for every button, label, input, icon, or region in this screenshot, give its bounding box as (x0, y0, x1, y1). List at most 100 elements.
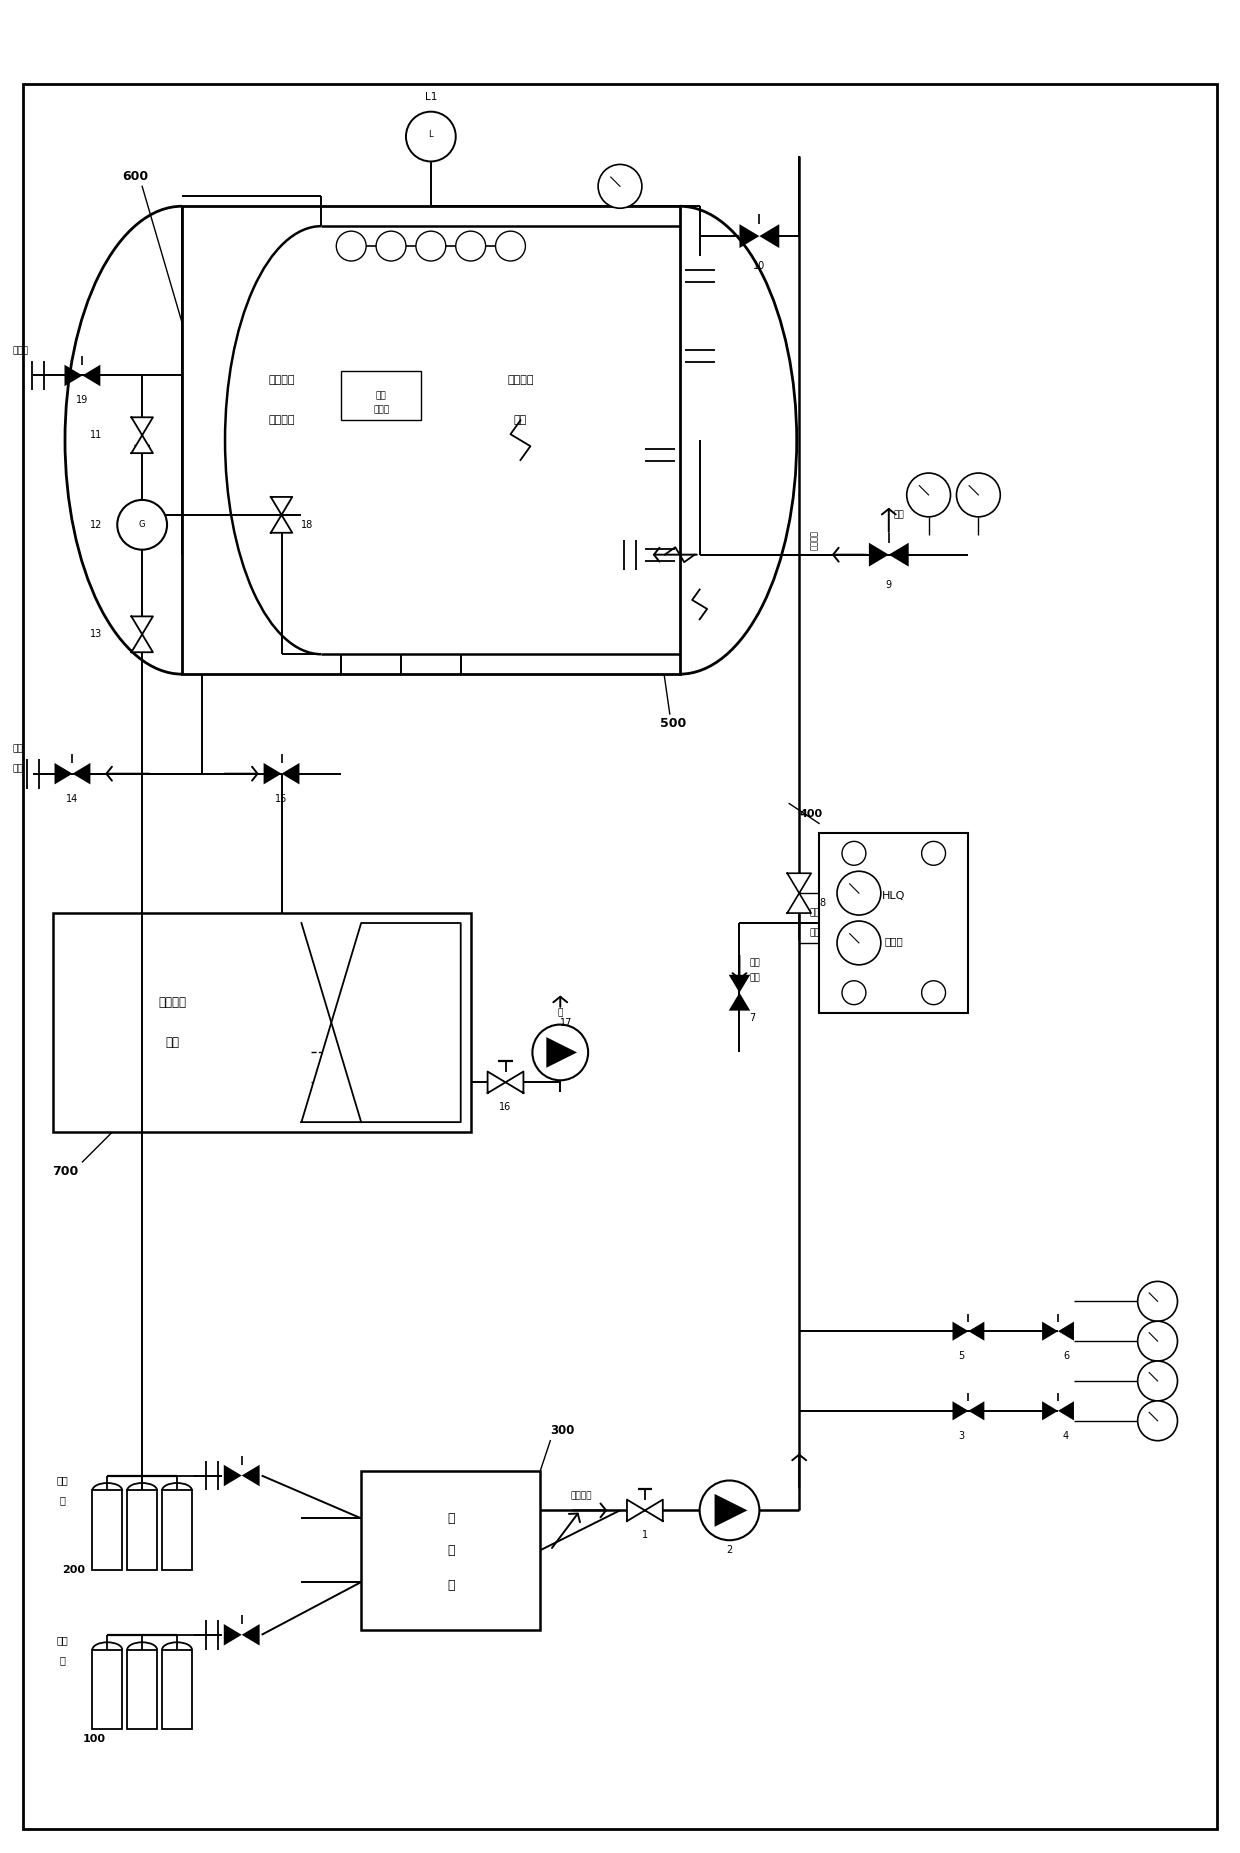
Text: 液氮: 液氮 (749, 958, 760, 967)
Text: L1: L1 (424, 93, 436, 102)
Circle shape (837, 871, 880, 915)
Polygon shape (64, 365, 82, 385)
Text: 18: 18 (301, 521, 314, 530)
Circle shape (1137, 1362, 1178, 1401)
Polygon shape (131, 435, 153, 454)
Text: 1: 1 (642, 1531, 649, 1540)
Text: 气: 气 (446, 1544, 455, 1557)
Text: 15: 15 (275, 793, 288, 804)
Polygon shape (952, 1321, 968, 1342)
Polygon shape (223, 1464, 242, 1486)
Text: 台: 台 (446, 1579, 455, 1592)
Text: 氦气瓶: 氦气瓶 (12, 347, 29, 356)
Polygon shape (301, 923, 461, 1123)
Text: 400: 400 (800, 808, 822, 819)
Circle shape (336, 232, 366, 261)
Polygon shape (739, 224, 759, 248)
Text: 传感器: 传感器 (373, 406, 389, 415)
Text: 700: 700 (52, 1166, 79, 1179)
Circle shape (118, 500, 167, 550)
Circle shape (1137, 1401, 1178, 1440)
Text: 排液: 排液 (810, 908, 820, 917)
Bar (52, 914, 471, 1132)
Polygon shape (281, 763, 299, 784)
Polygon shape (968, 1321, 985, 1342)
Polygon shape (1058, 1401, 1074, 1421)
Bar (92, 1490, 123, 1569)
Text: 储箱: 储箱 (165, 1036, 179, 1049)
Polygon shape (627, 1499, 645, 1521)
Text: 排液: 排液 (12, 745, 24, 754)
Text: 500: 500 (660, 717, 686, 730)
Text: 19: 19 (77, 395, 88, 406)
Polygon shape (270, 515, 293, 534)
Circle shape (415, 232, 446, 261)
Polygon shape (487, 1071, 506, 1093)
Text: 排放: 排放 (894, 510, 904, 519)
Polygon shape (1058, 1321, 1074, 1342)
Text: 8: 8 (820, 899, 826, 908)
Polygon shape (223, 1623, 242, 1645)
Circle shape (921, 841, 946, 865)
Polygon shape (1042, 1401, 1058, 1421)
Text: 氦气: 氦气 (57, 1475, 68, 1486)
Text: 排气: 排气 (810, 928, 820, 938)
Text: 液氮回收: 液氮回收 (157, 997, 186, 1010)
Text: 换热器: 换热器 (884, 936, 903, 945)
Text: 瓶: 瓶 (60, 1655, 66, 1664)
Bar (128, 1490, 157, 1569)
Text: 排: 排 (558, 1008, 563, 1017)
Circle shape (956, 473, 1001, 517)
Text: 配: 配 (446, 1512, 455, 1525)
Circle shape (496, 232, 526, 261)
Text: 压力: 压力 (376, 391, 387, 400)
Circle shape (699, 1481, 759, 1540)
Polygon shape (131, 617, 153, 634)
Text: 100: 100 (82, 1734, 105, 1744)
Polygon shape (968, 1401, 985, 1421)
Text: 16: 16 (500, 1103, 512, 1112)
Bar (341, 371, 420, 421)
Polygon shape (131, 417, 153, 435)
Circle shape (842, 841, 866, 865)
Bar (820, 834, 968, 1012)
Circle shape (837, 921, 880, 965)
Polygon shape (242, 1623, 259, 1645)
Polygon shape (1042, 1321, 1058, 1342)
Text: L: L (429, 130, 433, 139)
Text: 600: 600 (123, 170, 149, 183)
Text: 5: 5 (959, 1351, 965, 1362)
Text: 氦气: 氦气 (57, 1634, 68, 1645)
Polygon shape (264, 763, 281, 784)
Text: 6: 6 (1063, 1351, 1069, 1362)
Polygon shape (55, 763, 72, 784)
Circle shape (532, 1025, 588, 1080)
Bar (361, 1471, 541, 1631)
Text: G: G (139, 521, 145, 530)
Text: 9: 9 (885, 580, 892, 589)
Polygon shape (242, 1464, 259, 1486)
Circle shape (921, 980, 946, 1004)
Polygon shape (82, 365, 100, 385)
Polygon shape (787, 893, 811, 914)
Text: 低温液氧: 低温液氧 (507, 376, 533, 385)
Text: 11: 11 (91, 430, 103, 441)
Text: 3: 3 (959, 1431, 965, 1442)
Polygon shape (72, 763, 91, 784)
Polygon shape (131, 634, 153, 652)
Polygon shape (787, 873, 811, 893)
Text: 14: 14 (66, 793, 78, 804)
Text: 排液方向: 排液方向 (810, 530, 820, 550)
Text: 300: 300 (551, 1425, 574, 1438)
Polygon shape (729, 975, 750, 993)
Circle shape (598, 165, 642, 208)
Polygon shape (869, 543, 889, 567)
Polygon shape (889, 543, 909, 567)
Bar (162, 1649, 192, 1729)
Text: 12: 12 (91, 521, 103, 530)
Circle shape (906, 473, 951, 517)
Circle shape (456, 232, 486, 261)
Circle shape (405, 111, 456, 161)
Text: 4: 4 (1063, 1431, 1069, 1442)
Polygon shape (645, 1499, 663, 1521)
